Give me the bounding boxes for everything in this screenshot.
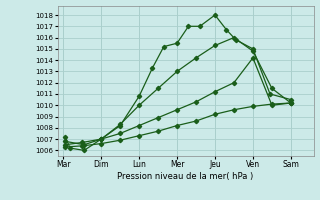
- X-axis label: Pression niveau de la mer( hPa ): Pression niveau de la mer( hPa ): [117, 172, 254, 181]
